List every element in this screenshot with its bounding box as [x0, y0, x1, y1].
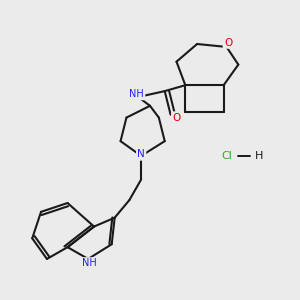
Text: H: H — [255, 151, 263, 161]
Text: N: N — [137, 149, 145, 159]
Text: NH: NH — [82, 258, 97, 268]
Text: O: O — [172, 112, 181, 123]
Text: O: O — [224, 38, 232, 47]
Text: NH: NH — [129, 89, 144, 99]
Text: Cl: Cl — [221, 151, 232, 161]
